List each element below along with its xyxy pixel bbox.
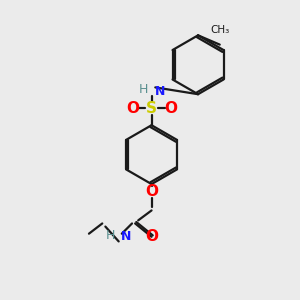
Text: N: N bbox=[154, 85, 165, 98]
Text: N: N bbox=[121, 230, 132, 243]
Text: O: O bbox=[145, 229, 158, 244]
Text: S: S bbox=[146, 101, 157, 116]
Text: H: H bbox=[106, 229, 116, 242]
Text: CH₃: CH₃ bbox=[210, 25, 230, 35]
Text: O: O bbox=[164, 101, 177, 116]
Text: O: O bbox=[126, 101, 139, 116]
Text: O: O bbox=[145, 184, 158, 199]
Text: H: H bbox=[139, 83, 148, 96]
